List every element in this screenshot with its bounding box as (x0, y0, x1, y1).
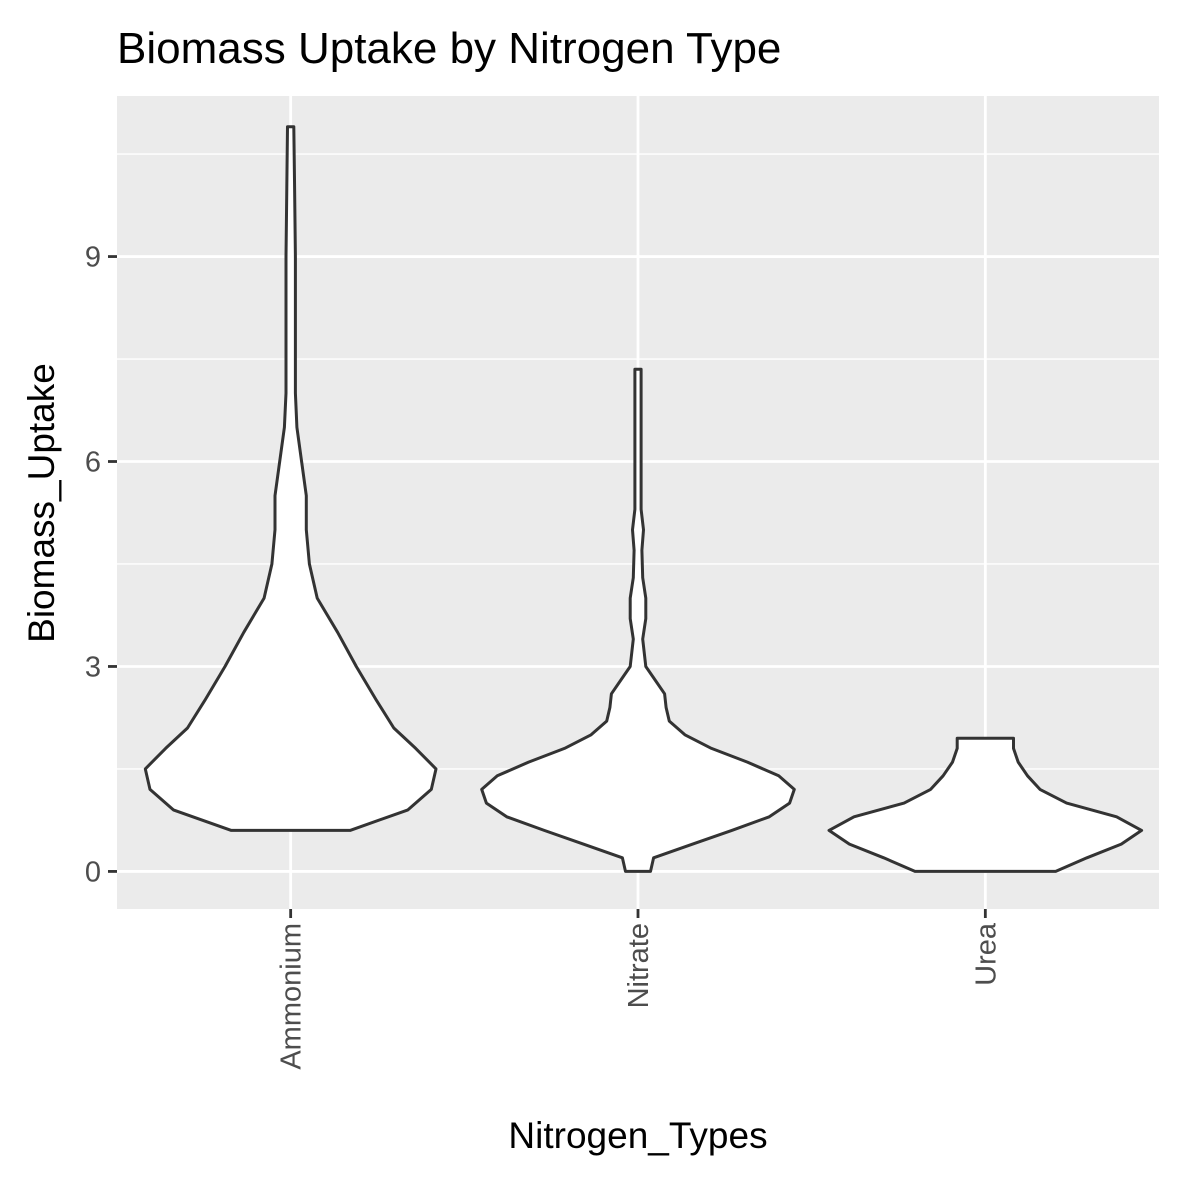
chart-title: Biomass Uptake by Nitrogen Type (117, 24, 781, 73)
y-tick-label: 9 (85, 242, 101, 274)
x-tick-label: Urea (970, 922, 1002, 986)
y-axis-title: Biomass_Uptake (21, 363, 62, 643)
violins (143, 125, 1144, 873)
y-tick-label: 6 (85, 447, 101, 479)
x-tick-label: Ammonium (276, 923, 308, 1070)
y-axis: 0 3 6 9 (85, 242, 117, 888)
x-axis-title: Nitrogen_Types (508, 1115, 767, 1156)
y-tick-label: 3 (85, 651, 101, 683)
violin-nitrate (480, 367, 796, 873)
x-tick-label: Nitrate (623, 923, 655, 1008)
x-axis: Ammonium Nitrate Urea (276, 909, 1002, 1070)
y-tick-label: 0 (85, 856, 101, 888)
violin-urea (827, 736, 1144, 873)
violin-ammonium (143, 125, 438, 832)
